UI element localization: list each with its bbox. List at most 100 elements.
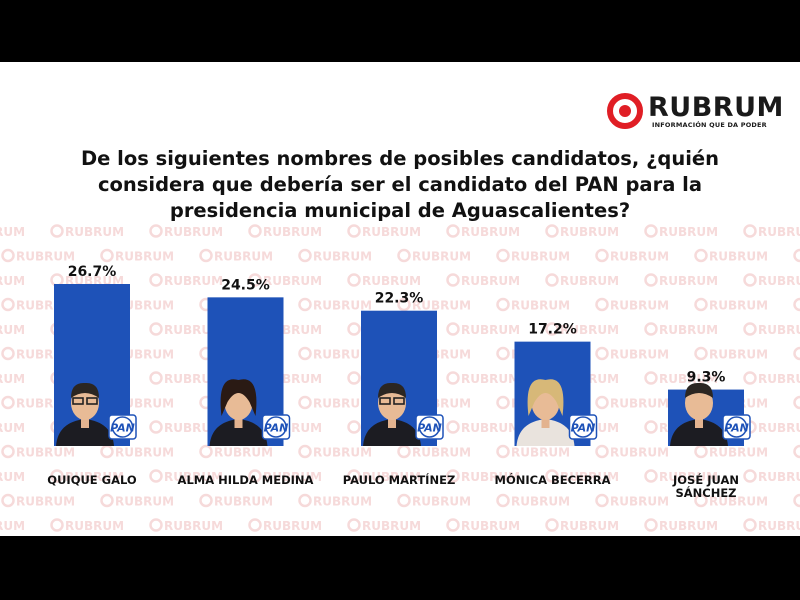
watermark-text: RUBRUM: [709, 495, 768, 509]
pan-logo-icon: PAN: [261, 414, 291, 440]
watermark-logo: RUBRUM: [743, 224, 800, 239]
watermark-logo: RUBRUM: [793, 297, 800, 312]
watermark-logo: RUBRUM: [496, 297, 570, 313]
category-label: QUIQUE GALO: [47, 473, 137, 487]
watermark-logo: RUBRUM: [1, 248, 75, 264]
watermark-logo: RUBRUM: [743, 273, 800, 288]
watermark-logo: RUBRUM: [793, 493, 800, 508]
watermark-text: RUBRUM: [560, 323, 619, 337]
watermark-text: RUBRUM: [263, 470, 322, 484]
watermark-text: RUBRUM: [0, 274, 25, 288]
watermark-text: RUBRUM: [758, 470, 800, 484]
watermark-text: RUBRUM: [164, 225, 223, 239]
watermark-logo: RUBRUM: [545, 273, 619, 288]
watermark-text: RUBRUM: [362, 225, 421, 239]
watermark-logo: RUBRUM: [100, 248, 174, 264]
category-label: ALMA HILDA MEDINA: [178, 473, 314, 487]
watermark-logo: RUBRUM: [397, 248, 471, 264]
rubrum-ring-icon: [607, 93, 643, 129]
watermark-text: RUBRUM: [164, 470, 223, 484]
watermark-text: RUBRUM: [461, 323, 520, 337]
watermark-text: RUBRUM: [362, 519, 421, 533]
watermark-text: RUBRUM: [313, 250, 372, 264]
watermark-text: RUBRUM: [461, 421, 520, 435]
watermark-logo: RUBRUM: [298, 493, 372, 509]
watermark-text: RUBRUM: [214, 250, 273, 264]
watermark-logo: RUBRUM: [793, 346, 800, 361]
watermark-text: RUBRUM: [461, 274, 520, 288]
chart-title: De los siguientes nombres de posibles ca…: [40, 146, 760, 224]
watermark-logo: RUBRUM: [248, 518, 322, 533]
watermark-text: RUBRUM: [758, 372, 800, 386]
watermark-logo: RUBRUM: [446, 322, 520, 337]
logo-wordmark: RUBRUM: [648, 92, 784, 123]
watermark-logo: RUBRUM: [199, 444, 273, 460]
watermark-text: RUBRUM: [511, 446, 570, 460]
watermark-logo: RUBRUM: [199, 248, 273, 264]
watermark-text: RUBRUM: [461, 519, 520, 533]
pan-logo-icon: PAN: [415, 414, 444, 440]
watermark-text: RUBRUM: [263, 519, 322, 533]
watermark-text: RUBRUM: [511, 250, 570, 264]
watermark-text: RUBRUM: [16, 446, 75, 460]
watermark-text: RUBRUM: [758, 519, 800, 533]
watermark-text: RUBRUM: [709, 250, 768, 264]
watermark-logo: RUBRUM: [694, 297, 768, 313]
candidate-photo: [670, 382, 728, 446]
watermark-text: RUBRUM: [115, 446, 174, 460]
pan-logo-icon: PAN: [108, 414, 137, 440]
watermark-logo: RUBRUM: [644, 322, 718, 337]
pan-logo-text: PAN: [110, 422, 135, 435]
watermark-text: RUBRUM: [560, 225, 619, 239]
value-label: 17.2%: [528, 322, 577, 338]
watermark-text: RUBRUM: [412, 495, 471, 509]
watermark-logo: RUBRUM: [0, 470, 25, 484]
watermark-logo: RUBRUM: [298, 346, 372, 362]
watermark-text: RUBRUM: [164, 274, 223, 288]
watermark-text: RUBRUM: [610, 299, 669, 313]
watermark-logo: RUBRUM: [446, 518, 520, 533]
watermark-text: RUBRUM: [0, 323, 25, 337]
watermark-text: RUBRUM: [65, 470, 124, 484]
watermark-text: RUBRUM: [0, 421, 25, 435]
watermark-text: RUBRUM: [610, 446, 669, 460]
watermark-text: RUBRUM: [659, 519, 718, 533]
watermark-logo: RUBRUM: [446, 273, 520, 288]
pan-logo-text: PAN: [571, 422, 596, 435]
watermark-logo: RUBRUM: [397, 297, 471, 313]
watermark-logo: RUBRUM: [793, 444, 800, 459]
watermark-text: RUBRUM: [758, 274, 800, 288]
watermark-logo: RUBRUM: [595, 395, 669, 411]
watermark-text: RUBRUM: [412, 299, 471, 313]
watermark-text: RUBRUM: [758, 225, 800, 239]
candidate-photo: [56, 382, 114, 446]
watermark-logo: RUBRUM: [743, 469, 800, 484]
rubrum-logo: RUBRUM INFORMACIÓN QUE DA PODER: [606, 92, 786, 132]
watermark-logo: RUBRUM: [446, 420, 520, 435]
watermark-text: RUBRUM: [461, 470, 520, 484]
pan-logo-text: PAN: [417, 422, 442, 435]
watermark-text: RUBRUM: [659, 274, 718, 288]
watermark-logo: RUBRUM: [446, 469, 520, 484]
watermark-text: RUBRUM: [709, 348, 768, 362]
watermark-logo: RUBRUM: [644, 371, 718, 386]
watermark-logo: RUBRUM: [1, 493, 75, 509]
watermark-logo: RUBRUM: [446, 224, 520, 239]
watermark-logo: RUBRUM: [0, 519, 25, 533]
watermark-text: RUBRUM: [659, 470, 718, 484]
chart-title-line: considera que debería ser el candidato d…: [97, 173, 703, 196]
value-label: 24.5%: [221, 277, 270, 293]
watermark-text: RUBRUM: [412, 250, 471, 264]
watermark-logo: RUBRUM: [545, 518, 619, 533]
watermark-logo: RUBRUM: [347, 518, 421, 533]
watermark-text: RUBRUM: [610, 348, 669, 362]
watermark-text: RUBRUM: [263, 274, 322, 288]
watermark-logo: RUBRUM: [496, 444, 570, 460]
watermark-logo: RUBRUM: [743, 518, 800, 533]
watermark-logo: RUBRUM: [149, 224, 223, 239]
category-label: MÓNICA BECERRA: [495, 472, 611, 487]
watermark-logo: RUBRUM: [1, 444, 75, 460]
watermark-logo: RUBRUM: [694, 493, 768, 509]
watermark-logo: RUBRUM: [298, 297, 372, 313]
watermark-logo: RUBRUM: [0, 323, 25, 337]
